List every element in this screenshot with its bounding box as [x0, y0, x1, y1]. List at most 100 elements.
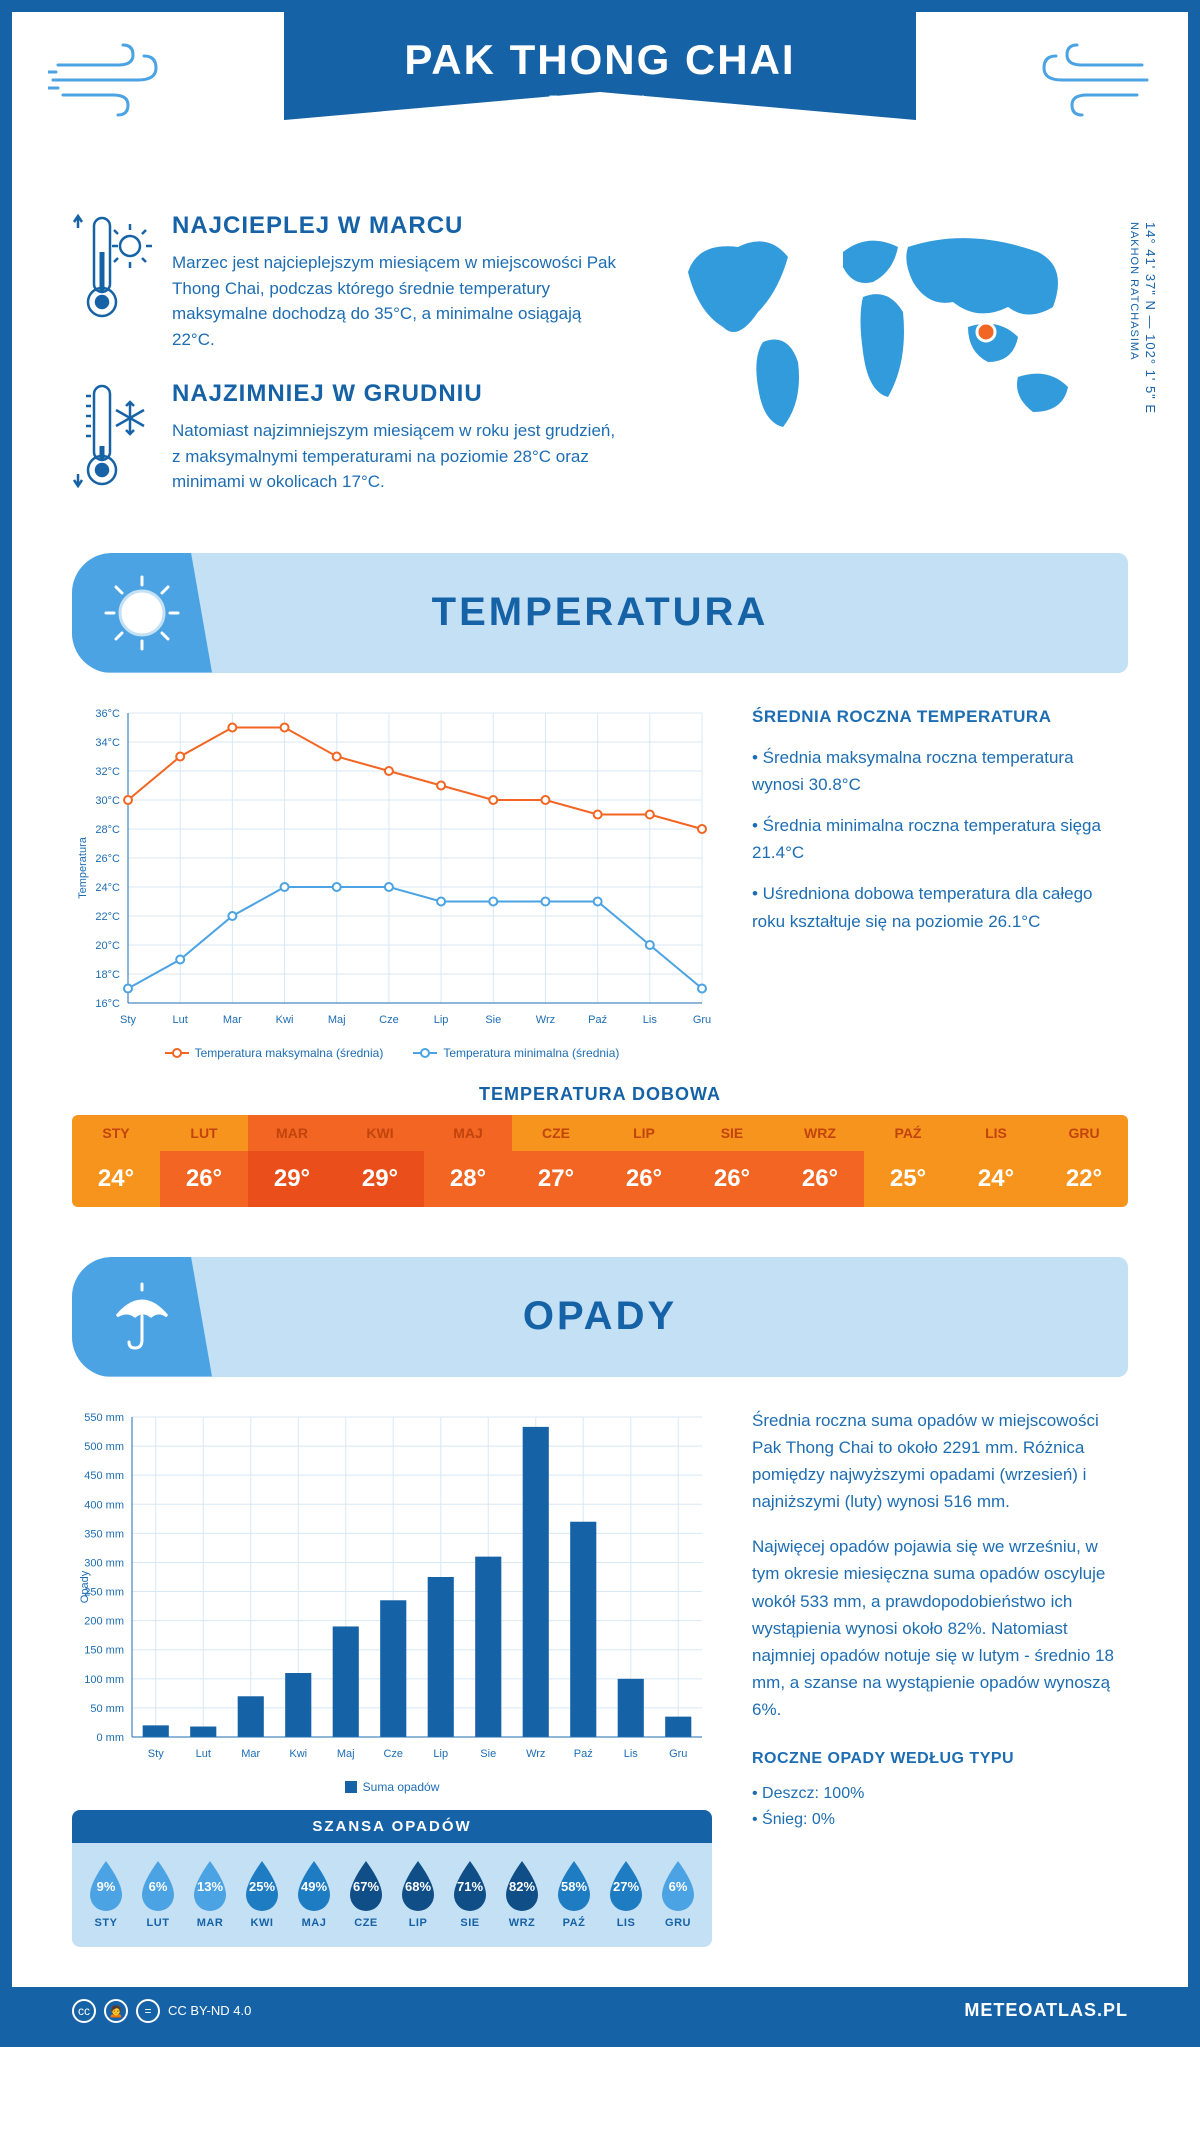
- title-ribbon: PAK THONG CHAI TAJLANDIA: [284, 12, 915, 120]
- section-temperature: TEMPERATURA: [72, 553, 1128, 673]
- precip-type-title: ROCZNE OPADY WEDŁUG TYPU: [752, 1746, 1128, 1772]
- svg-text:Lut: Lut: [173, 1014, 188, 1026]
- svg-text:Paź: Paź: [574, 1748, 593, 1760]
- svg-text:Mar: Mar: [241, 1748, 260, 1760]
- svg-text:Cze: Cze: [383, 1748, 403, 1760]
- footer: cc 🙍 = CC BY-ND 4.0 METEOATLAS.PL: [12, 1987, 1188, 2035]
- svg-text:28°C: 28°C: [95, 824, 120, 836]
- chance-item: 58%PAŹ: [552, 1857, 596, 1929]
- temp-bullet: • Uśredniona dobowa temperatura dla całe…: [752, 880, 1128, 934]
- svg-text:Maj: Maj: [328, 1014, 346, 1026]
- chance-title: SZANSA OPADÓW: [72, 1810, 712, 1843]
- svg-text:0 mm: 0 mm: [97, 1732, 125, 1744]
- svg-text:34°C: 34°C: [95, 737, 120, 749]
- section-precip-title: OPADY: [72, 1294, 1128, 1339]
- svg-text:Kwi: Kwi: [289, 1748, 307, 1760]
- svg-text:Lip: Lip: [434, 1014, 449, 1026]
- chance-item: 25%KWI: [240, 1857, 284, 1929]
- map-marker-icon: [977, 323, 995, 341]
- svg-text:100 mm: 100 mm: [84, 1673, 124, 1685]
- svg-text:18°C: 18°C: [95, 969, 120, 981]
- page-title: PAK THONG CHAI: [404, 36, 795, 84]
- precip-p1: Średnia roczna suma opadów w miejscowośc…: [752, 1407, 1128, 1516]
- temp-bullet: • Średnia minimalna roczna temperatura s…: [752, 812, 1128, 866]
- chance-item: 6%GRU: [656, 1857, 700, 1929]
- map-block: NAKHON RATCHASIMA 14° 41' 37" N — 102° 1…: [668, 212, 1128, 523]
- svg-text:350 mm: 350 mm: [84, 1528, 124, 1540]
- svg-text:Kwi: Kwi: [276, 1014, 294, 1026]
- fact-warmest-body: Marzec jest najcieplejszym miesiącem w m…: [172, 250, 628, 352]
- svg-text:Lut: Lut: [196, 1748, 211, 1760]
- temperature-chart: 16°C18°C20°C22°C24°C26°C28°C30°C32°C34°C…: [72, 703, 712, 1060]
- precip-rain: • Deszcz: 100%: [752, 1781, 1128, 1807]
- svg-text:32°C: 32°C: [95, 766, 120, 778]
- temp-col: SIE26°: [688, 1115, 776, 1207]
- precip-chart: 0 mm50 mm100 mm150 mm200 mm250 mm300 mm3…: [72, 1407, 712, 1947]
- temp-col: PAŹ25°: [864, 1115, 952, 1207]
- temp-col: CZE27°: [512, 1115, 600, 1207]
- temp-summary-title: ŚREDNIA ROCZNA TEMPERATURA: [752, 703, 1128, 730]
- header: PAK THONG CHAI TAJLANDIA: [12, 12, 1188, 172]
- svg-text:Lis: Lis: [624, 1748, 639, 1760]
- svg-text:50 mm: 50 mm: [90, 1702, 124, 1714]
- temp-col: LUT26°: [160, 1115, 248, 1207]
- svg-text:16°C: 16°C: [95, 998, 120, 1010]
- svg-text:Paź: Paź: [588, 1014, 607, 1026]
- svg-text:24°C: 24°C: [95, 882, 120, 894]
- page-root: PAK THONG CHAI TAJLANDIA: [0, 0, 1200, 2047]
- legend-precip: Suma opadów: [345, 1780, 440, 1794]
- chance-item: 27%LIS: [604, 1857, 648, 1929]
- thermometer-cold-icon: [72, 380, 152, 490]
- temp-col: LIP26°: [600, 1115, 688, 1207]
- brand-label: METEOATLAS.PL: [964, 2000, 1128, 2021]
- svg-text:400 mm: 400 mm: [84, 1499, 124, 1511]
- chance-box: SZANSA OPADÓW 9%STY6%LUT13%MAR25%KWI49%M…: [72, 1810, 712, 1947]
- svg-text:Lip: Lip: [433, 1748, 448, 1760]
- svg-text:Gru: Gru: [669, 1748, 687, 1760]
- temperature-summary: ŚREDNIA ROCZNA TEMPERATURA • Średnia mak…: [752, 703, 1128, 1060]
- svg-text:22°C: 22°C: [95, 911, 120, 923]
- temp-col: STY24°: [72, 1115, 160, 1207]
- svg-text:Mar: Mar: [223, 1014, 242, 1026]
- daily-temp-title: TEMPERATURA DOBOWA: [72, 1084, 1128, 1105]
- svg-text:36°C: 36°C: [95, 708, 120, 720]
- svg-text:Sie: Sie: [485, 1014, 501, 1026]
- legend-max: .legend-item:nth-child(1) .legend-swatch…: [165, 1046, 384, 1060]
- by-icon: 🙍: [104, 1999, 128, 2023]
- sun-icon: [102, 573, 182, 653]
- coordinates-label: 14° 41' 37" N — 102° 1' 5" E: [1143, 222, 1158, 414]
- svg-text:Maj: Maj: [337, 1748, 355, 1760]
- fact-warmest-title: NAJCIEPLEJ W MARCU: [172, 212, 628, 240]
- chance-item: 6%LUT: [136, 1857, 180, 1929]
- region-label: NAKHON RATCHASIMA: [1128, 222, 1140, 360]
- chance-item: 82%WRZ: [500, 1857, 544, 1929]
- svg-text:Temperatura: Temperatura: [77, 836, 89, 899]
- chance-item: 9%STY: [84, 1857, 128, 1929]
- fact-warmest: NAJCIEPLEJ W MARCU Marzec jest najcieple…: [72, 212, 628, 352]
- temp-col: WRZ26°: [776, 1115, 864, 1207]
- chance-item: 49%MAJ: [292, 1857, 336, 1929]
- nd-icon: =: [136, 1999, 160, 2023]
- chance-item: 67%CZE: [344, 1857, 388, 1929]
- precip-snow: • Śnieg: 0%: [752, 1807, 1128, 1833]
- temp-col: KWI29°: [336, 1115, 424, 1207]
- fact-coldest: NAJZIMNIEJ W GRUDNIU Natomiast najzimnie…: [72, 380, 628, 495]
- legend-min: .legend-item:nth-child(2) .legend-swatch…: [413, 1046, 619, 1060]
- wind-icon-right: [1032, 40, 1152, 120]
- section-precip: OPADY: [72, 1257, 1128, 1377]
- svg-text:Cze: Cze: [379, 1014, 399, 1026]
- svg-text:200 mm: 200 mm: [84, 1615, 124, 1627]
- temp-col: GRU22°: [1040, 1115, 1128, 1207]
- svg-text:Lis: Lis: [643, 1014, 658, 1026]
- cc-icon: cc: [72, 1999, 96, 2023]
- fact-coldest-body: Natomiast najzimniejszym miesiącem w rok…: [172, 418, 628, 495]
- temp-col: MAJ28°: [424, 1115, 512, 1207]
- temp-col: LIS24°: [952, 1115, 1040, 1207]
- svg-text:Gru: Gru: [693, 1014, 711, 1026]
- svg-text:300 mm: 300 mm: [84, 1557, 124, 1569]
- daily-temp-table: STY24°LUT26°MAR29°KWI29°MAJ28°CZE27°LIP2…: [72, 1115, 1128, 1207]
- svg-text:Wrz: Wrz: [536, 1014, 555, 1026]
- precip-summary: Średnia roczna suma opadów w miejscowośc…: [752, 1407, 1128, 1947]
- svg-text:450 mm: 450 mm: [84, 1470, 124, 1482]
- wind-icon-left: [48, 40, 168, 120]
